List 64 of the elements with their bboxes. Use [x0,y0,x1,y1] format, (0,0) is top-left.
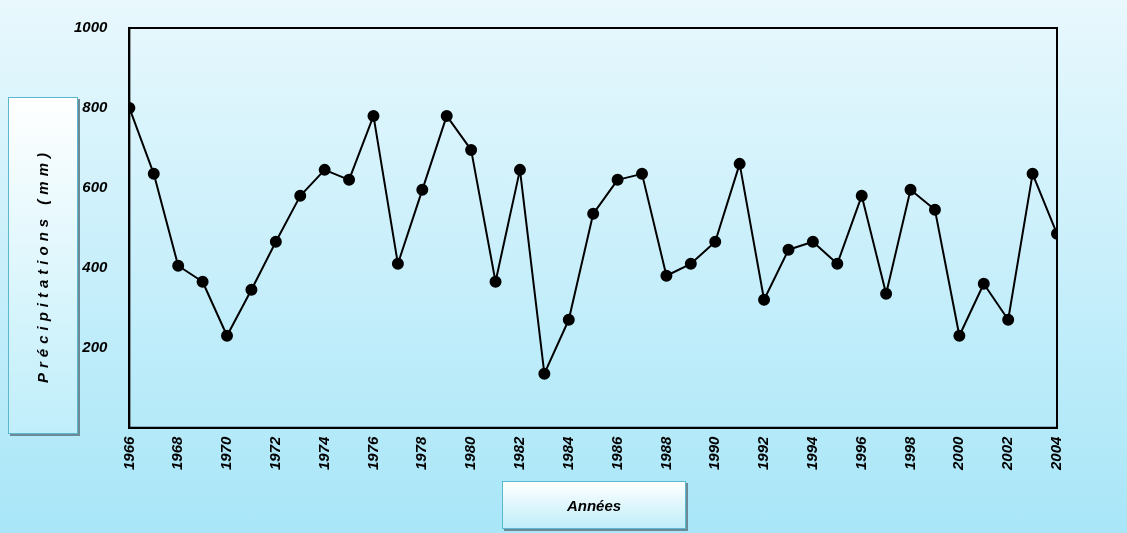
x-tick-label: 1984 [558,435,576,471]
point [831,257,844,270]
point [391,257,404,270]
point [928,203,941,216]
x-tick-label: 1978 [412,435,430,471]
point [733,157,746,170]
x-tick-label: 1994 [803,435,821,471]
point [684,257,697,270]
point [1002,313,1015,326]
point [953,329,966,342]
x-tick-label: 1988 [656,435,674,471]
point [782,243,795,256]
point [880,287,893,300]
y-tick-label: 200 [81,337,109,355]
point [343,173,356,186]
x-axis-title: Années [566,496,622,514]
point [172,259,185,272]
point [904,183,917,196]
point [318,163,331,176]
point [416,183,429,196]
x-tick-label: 1966 [119,435,137,471]
y-tick-label: 400 [81,257,109,275]
point [660,269,673,282]
point [440,109,453,122]
x-tick-label: 1976 [363,435,381,471]
x-tick-label: 1990 [705,435,723,471]
x-tick-label: 1998 [900,435,918,471]
x-tick-label: 1992 [754,435,772,471]
point [294,189,307,202]
point [758,293,771,306]
y-tick-label: 800 [82,98,109,116]
point [636,167,649,180]
point [196,275,209,288]
x-tick-label: 1986 [607,435,625,471]
x-tick-label: 2000 [949,435,967,472]
x-tick-label: 1968 [168,435,186,471]
x-tick-label: 1970 [217,435,235,471]
point [855,189,868,202]
point [538,367,551,380]
point [1026,167,1039,180]
point [977,277,990,290]
point [489,275,502,288]
point [245,283,258,296]
point [465,143,478,156]
point [513,163,526,176]
x-tick-label: 1974 [314,435,332,471]
y-axis-title: Précipitations (mm) [34,147,52,384]
x-tick-label: 1982 [510,435,528,471]
point [709,235,722,248]
point [221,329,234,342]
y-tick-label: 1000 [73,18,109,36]
point [806,235,819,248]
point [147,167,160,180]
x-tick-label: 1980 [461,435,479,471]
point [367,109,380,122]
x-tick-label: 2004 [1047,435,1065,472]
x-tick-label: 1972 [265,435,283,471]
y-tick-label: 600 [82,177,109,195]
point [611,173,624,186]
x-tick-label: 1996 [851,435,869,471]
point [587,207,600,220]
point [269,235,282,248]
point [562,313,575,326]
x-tick-label: 2002 [998,435,1016,472]
